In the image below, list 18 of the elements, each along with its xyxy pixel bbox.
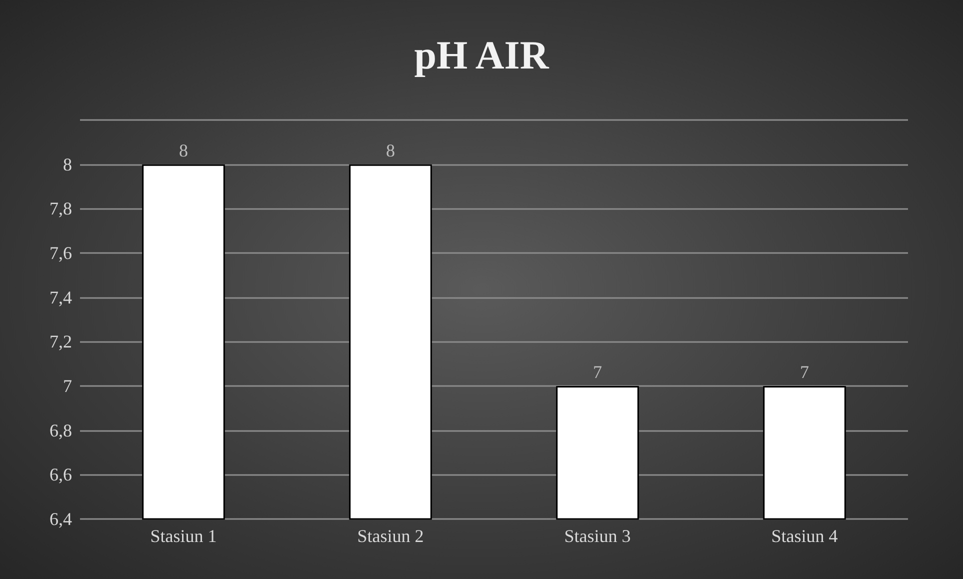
x-tick-label: Stasiun 4	[771, 526, 838, 546]
data-label: 7	[593, 362, 602, 382]
y-tick-label: 7,6	[50, 243, 72, 263]
data-label: 7	[800, 362, 809, 382]
y-tick-label: 7,8	[50, 198, 72, 219]
chart-title: pH AIR	[414, 32, 550, 78]
x-tick-label: Stasiun 1	[150, 526, 217, 546]
data-label: 8	[179, 140, 188, 160]
x-tick-label: Stasiun 3	[564, 526, 631, 546]
y-tick-label: 7,2	[50, 332, 72, 352]
data-label: 8	[386, 140, 395, 160]
y-tick-label: 6,8	[50, 420, 72, 440]
y-tick-label: 6,6	[50, 464, 72, 485]
y-tick-label: 6,4	[50, 509, 72, 529]
x-tick-label: Stasiun 2	[357, 526, 424, 546]
y-tick-label: 8	[63, 154, 72, 174]
y-tick-label: 7	[63, 376, 72, 396]
y-tick-label: 7,4	[50, 287, 72, 308]
